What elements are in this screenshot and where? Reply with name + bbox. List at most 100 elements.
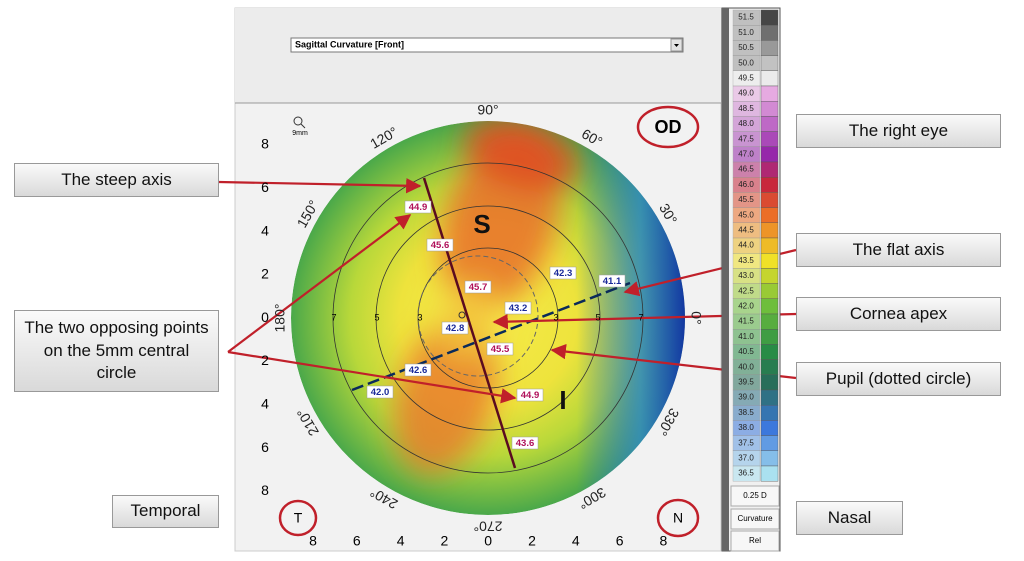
value-tag [511,436,539,450]
zone-label: I [559,385,566,415]
scale-edge [722,8,729,551]
scale-value: 51.0 [738,28,754,37]
dropdown[interactable] [290,37,684,53]
y-axis-label: 0 [261,309,269,325]
scale-value: 43.5 [738,256,754,265]
nasal-marker: N [673,510,683,526]
x-axis-label: 2 [528,533,536,549]
scale-swatch [760,116,779,132]
x-axis-label: 8 [309,533,317,549]
scale-swatch [760,465,779,482]
scale-value: 41.5 [738,317,754,326]
y-axis-label: 2 [261,266,269,282]
steep-value: 45.5 [491,344,510,355]
zoom-label: 9mm [292,130,308,137]
value-tag [404,200,432,214]
temporal-circle [278,499,318,537]
zoom-icon[interactable] [293,116,303,126]
scale-swatch [760,313,779,330]
scale-value: 38.0 [738,423,754,432]
scale-value: 36.5 [738,469,754,478]
flat-axis [351,281,631,392]
ring-label: 3 [553,312,558,322]
y-axis-label: 6 [261,179,269,195]
callout: The steep axis [14,163,219,197]
scale-swatch [760,100,779,117]
scale-value: 42.0 [738,302,754,311]
x-axis-label: 6 [616,533,624,549]
steep-value: 44.9 [409,202,428,213]
scale-swatch [760,9,779,26]
x-axis-label: 4 [397,533,405,549]
dropdown-label: Sagittal Curvature [Front] [295,39,404,49]
scale-value: 40.5 [738,347,754,356]
scale-swatch [760,405,779,421]
angle-label: 180° [272,304,288,333]
scale-value: 45.0 [738,210,754,219]
scale-value: 46.5 [738,165,754,174]
angle-label: 270° [474,518,503,534]
flat-value: 41.1 [603,276,622,287]
scale-setting-label: Curvature [737,514,773,523]
scale-value: 40.0 [738,362,754,371]
value-tag [404,363,432,377]
callout: The flat axis [796,233,1001,267]
ring-label: 3 [417,312,422,322]
scale-swatch [760,298,779,315]
value-tag [486,342,514,356]
ring-label: 5 [374,312,379,322]
callout: Cornea apex [796,297,1001,331]
x-axis-label: 2 [441,533,449,549]
dropdown-arrow [674,44,679,47]
scale-setting [730,530,780,552]
value-tag [549,266,577,280]
scale-value: 49.5 [738,74,754,83]
pupil-circle [417,255,539,377]
callout: Nasal [796,501,903,535]
flat-value: 42.3 [554,268,573,279]
ring-label: 7 [331,312,336,322]
callout: Pupil (dotted circle) [796,362,1001,396]
y-axis-label: 8 [261,482,269,498]
scale-swatch [760,161,779,178]
temporal-marker: T [294,510,303,526]
scale-setting [730,508,780,530]
steep-value: 44.9 [521,390,540,401]
scale-swatch [760,85,779,102]
scale-value: 46.0 [738,180,754,189]
scale-value: 44.0 [738,241,754,250]
toolbar [235,8,721,103]
scale-value: 39.0 [738,393,754,402]
ring-label: 7 [638,312,643,322]
value-tag [464,280,492,294]
scale-value: 44.5 [738,226,754,235]
zone-label: S [473,209,490,239]
steep-value: 45.7 [469,282,488,293]
nasal-circle [656,498,700,538]
eye-label: OD [655,117,682,137]
steep-axis [422,177,517,469]
scale-swatch [760,131,779,148]
scale-setting [730,485,780,507]
x-axis-label: 0 [484,533,492,549]
scale-value: 51.5 [738,13,754,22]
scale-value: 49.0 [738,89,754,98]
scale-swatch [760,359,779,376]
flat-value: 42.6 [409,365,428,376]
scale-swatch [760,237,779,254]
scale-swatch [760,25,779,41]
scale-swatch [760,329,779,345]
scale-swatch [760,252,779,269]
scale-value: 50.5 [738,43,754,52]
x-axis-label: 6 [353,533,361,549]
value-tag [426,238,454,252]
scale-swatch [760,283,779,300]
scale-value: 37.0 [738,454,754,463]
scale-swatch [760,435,779,452]
scale-swatch [760,268,779,284]
steep-value: 43.6 [516,438,535,449]
flat-value: 42.8 [446,323,465,334]
angle-label: 0° [688,311,704,324]
callout: The right eye [796,114,1001,148]
